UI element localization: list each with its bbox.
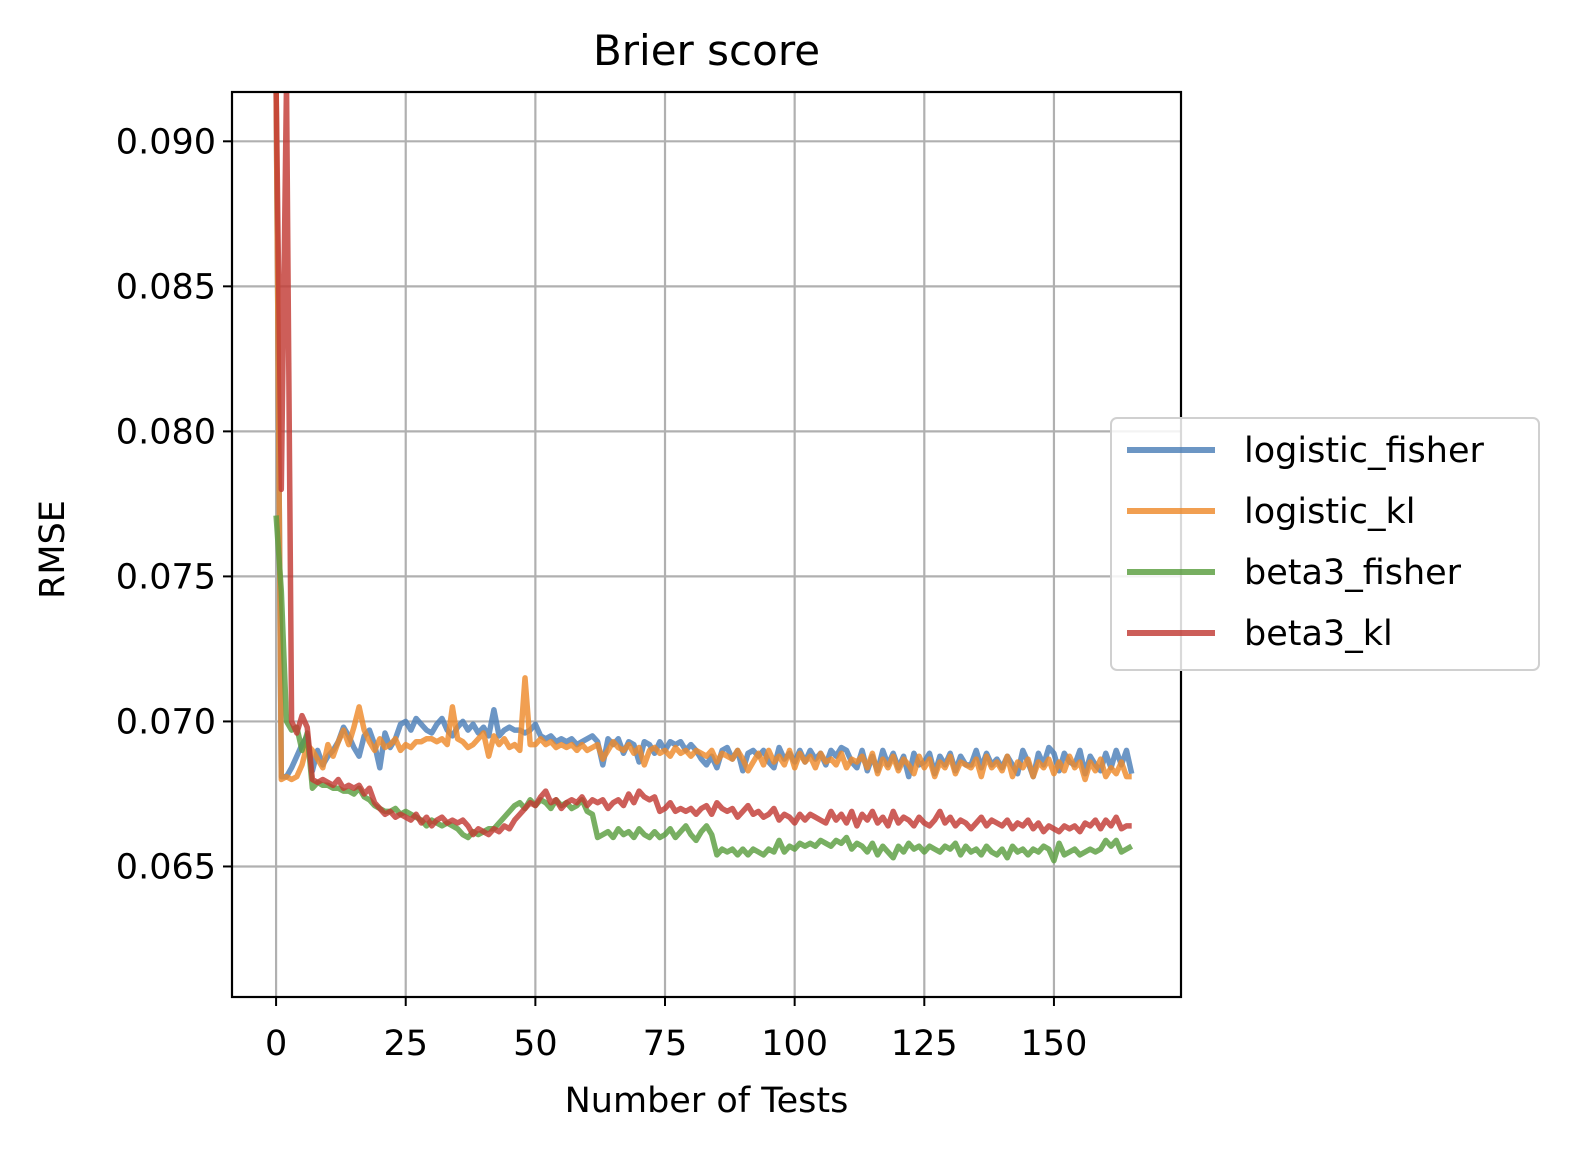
x-tick-label: 25: [383, 1024, 428, 1064]
chart-title: Brier score: [593, 26, 820, 75]
legend-label: logistic_kl: [1244, 492, 1416, 532]
x-tick-label: 150: [1021, 1024, 1088, 1064]
legend-label: beta3_fisher: [1244, 553, 1462, 593]
legend-item: beta3_kl: [1127, 614, 1393, 654]
legend-label: beta3_kl: [1244, 614, 1393, 654]
x-axis: 0 25 50 75 100 125 150: [265, 997, 1087, 1064]
legend-item: logistic_fisher: [1127, 431, 1485, 471]
legend-label: logistic_fisher: [1244, 431, 1485, 471]
x-tick-label: 75: [643, 1024, 688, 1064]
legend-item: logistic_kl: [1127, 492, 1416, 532]
y-tick-label: 0.090: [116, 122, 216, 162]
y-tick-label: 0.065: [116, 847, 216, 887]
legend-box: [1110, 417, 1540, 671]
series-line-logistic-kl: [273, 92, 1132, 783]
legend-item: beta3_fisher: [1127, 553, 1462, 593]
y-tick-label: 0.080: [116, 412, 216, 452]
legend: logistic_fisher logistic_kl beta3_fisherbe…: [1110, 417, 1540, 671]
y-tick-label: 0.075: [116, 557, 216, 597]
x-tick-label: 50: [513, 1024, 558, 1064]
grid: [232, 92, 1181, 997]
series-layer: [273, 92, 1135, 864]
x-tick-label: 100: [761, 1024, 828, 1064]
y-axis-title: RMSE: [33, 500, 73, 599]
y-axis: 0.065 0.070 0.075 0.080 0.085 0.090: [116, 122, 232, 887]
x-axis-title: Number of Tests: [565, 1081, 849, 1121]
x-tick-label: 0: [265, 1024, 287, 1064]
series-line-beta3-kl: [273, 92, 1132, 838]
y-tick-label: 0.070: [116, 702, 216, 742]
x-tick-label: 125: [891, 1024, 958, 1064]
y-tick-label: 0.085: [116, 267, 216, 307]
